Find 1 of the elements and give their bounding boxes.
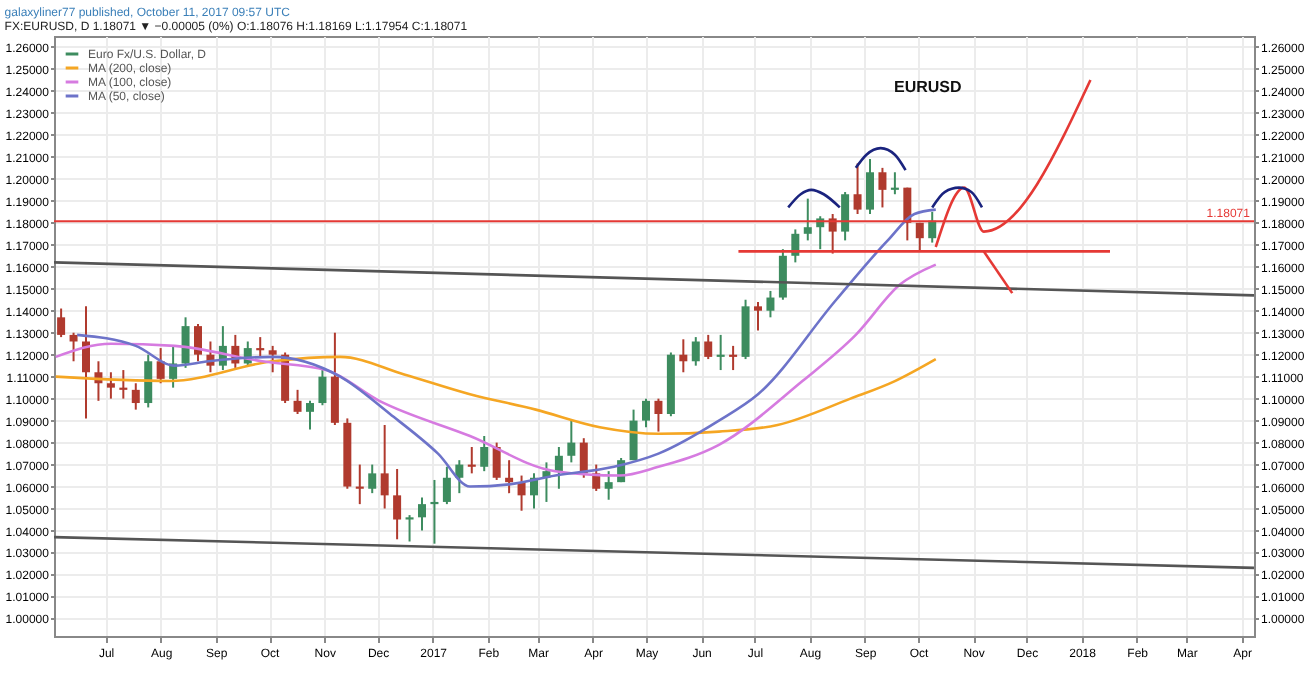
annotation: EURUSD <box>894 78 963 96</box>
